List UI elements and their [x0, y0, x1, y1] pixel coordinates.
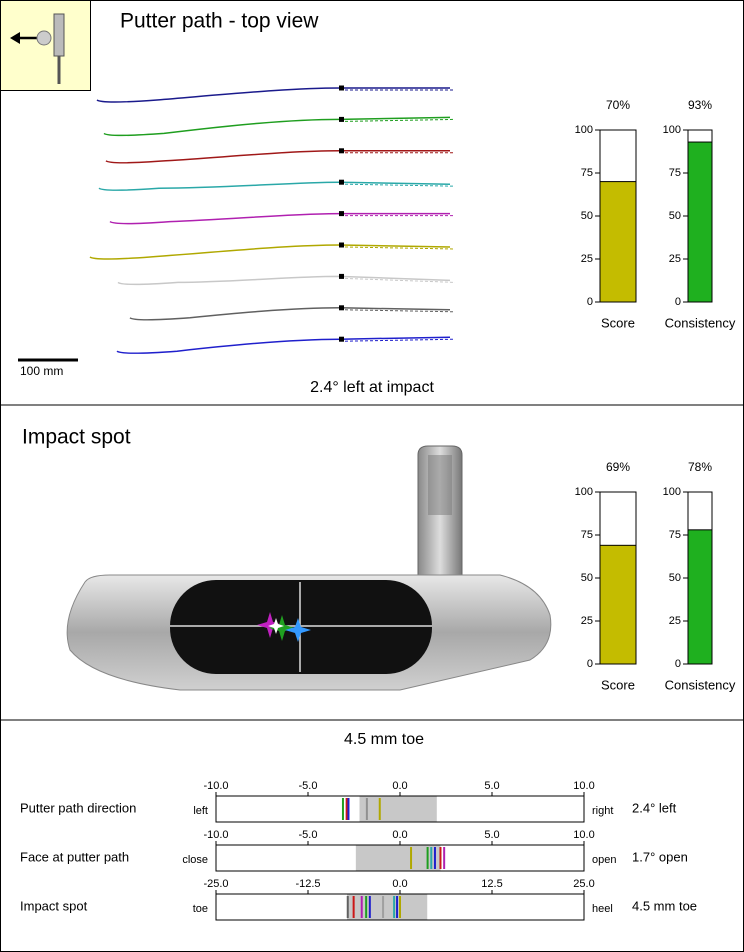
tick-label: -5.0 [299, 780, 318, 792]
result: 4.5 mm toe [632, 898, 697, 913]
putter-path [103, 116, 451, 137]
gauge-label: Score [601, 315, 635, 330]
tick-label: 0.0 [392, 829, 407, 841]
gauge-bar [687, 141, 713, 303]
tick-label: 25 [669, 615, 681, 627]
impact-marker [339, 273, 344, 279]
tick-label: -10.0 [203, 780, 228, 792]
range [347, 894, 428, 920]
result: 2.4° left [632, 800, 677, 815]
section-title: Impact spot [22, 426, 131, 449]
impact-marker [339, 336, 344, 342]
tick-label: -12.5 [295, 878, 320, 890]
putter-path [96, 87, 450, 103]
tick-label: 10.0 [573, 780, 594, 792]
tick-label: 0 [675, 296, 681, 308]
tick-label: 25 [669, 253, 681, 265]
impact-path [344, 309, 456, 313]
tick-label: 5.0 [484, 829, 499, 841]
tick-label: 75 [669, 529, 681, 541]
putter-path [89, 244, 451, 260]
side-label: close [182, 854, 208, 866]
putter-path [105, 150, 450, 164]
putter-path [116, 336, 451, 354]
putter-path [109, 212, 450, 225]
range [355, 845, 441, 871]
impact-path [344, 118, 456, 122]
tick-label: 12.5 [481, 878, 502, 890]
side-label: right [592, 805, 613, 817]
tick-label: 0 [675, 658, 681, 670]
tick-label: 75 [581, 167, 593, 179]
side-label: toe [193, 903, 208, 915]
tick-label: 75 [581, 529, 593, 541]
impact-marker [339, 85, 344, 91]
impact-path [344, 246, 456, 250]
side-label: left [193, 805, 208, 817]
impact-marker [339, 242, 344, 248]
tick-label: 100 [575, 124, 593, 136]
putter-path [117, 275, 451, 286]
putter-path [129, 307, 451, 321]
row-label: Face at putter path [20, 849, 129, 864]
tick-label: 0.0 [392, 780, 407, 792]
gauge-bar [687, 529, 713, 665]
value-label: 69% [606, 460, 630, 474]
tick-label: 100 [663, 124, 681, 136]
tick-label: 25 [581, 253, 593, 265]
tick-label: -10.0 [203, 829, 228, 841]
tick-label: 50 [581, 572, 593, 584]
tick-label: 75 [669, 167, 681, 179]
scale-label: 100 mm [20, 364, 63, 378]
impact-marker [339, 305, 344, 311]
tick-label: 25.0 [573, 878, 594, 890]
tick-label: -25.0 [203, 878, 228, 890]
impact-path [344, 183, 456, 187]
tick-label: 50 [669, 210, 681, 222]
impact-path [344, 277, 456, 283]
tick-label: 0 [587, 296, 593, 308]
impact-path [344, 338, 456, 342]
tick-label: 100 [663, 486, 681, 498]
putter-image [66, 445, 552, 691]
impact-marker [339, 211, 344, 217]
caption: 4.5 mm toe [344, 731, 424, 748]
row-label: Impact spot [20, 898, 88, 913]
impact-marker [339, 179, 344, 185]
side-label: open [592, 854, 616, 866]
row-label: Putter path direction [20, 800, 136, 815]
gauge-bar [599, 544, 637, 665]
view-icon [0, 0, 91, 91]
tick-label: 100 [575, 486, 593, 498]
tick-label: 25 [581, 615, 593, 627]
tick-label: 5.0 [484, 780, 499, 792]
tick-label: 10.0 [573, 829, 594, 841]
tick-label: 0.0 [392, 878, 407, 890]
section-title: Putter path - top view [120, 10, 319, 33]
tick-label: 0 [587, 658, 593, 670]
range [359, 796, 437, 822]
tick-label: 50 [669, 572, 681, 584]
gauge-bar [599, 181, 637, 303]
gauge-label: Consistency [665, 315, 736, 330]
putter-path [98, 181, 451, 191]
value-label: 78% [688, 460, 712, 474]
tick-label: -5.0 [299, 829, 318, 841]
gauge-label: Consistency [665, 677, 736, 692]
result: 1.7° open [632, 849, 688, 864]
value-label: 93% [688, 98, 712, 112]
gauge-label: Score [601, 677, 635, 692]
side-label: heel [592, 903, 613, 915]
caption: 2.4° left at impact [310, 379, 434, 396]
tick-label: 50 [581, 210, 593, 222]
value-label: 70% [606, 98, 630, 112]
impact-marker [339, 116, 344, 122]
impact-marker [339, 148, 344, 154]
